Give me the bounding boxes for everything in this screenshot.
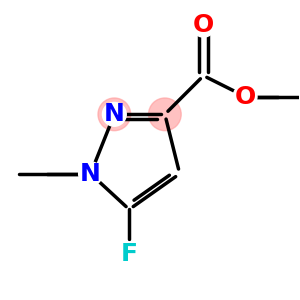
Circle shape [98,98,131,131]
Text: N: N [80,162,101,186]
Text: O: O [235,85,256,109]
Text: F: F [121,242,138,266]
Circle shape [79,162,102,186]
Text: O: O [193,13,214,37]
Circle shape [192,13,215,37]
Circle shape [117,242,141,266]
Circle shape [102,102,126,126]
Circle shape [233,85,257,108]
Text: N: N [104,102,125,126]
Circle shape [148,98,181,131]
